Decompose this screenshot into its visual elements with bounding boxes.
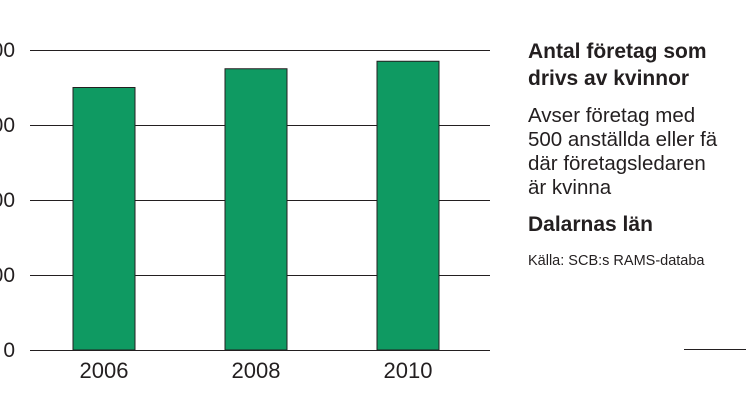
bar-2008: [224, 68, 288, 351]
x-tick-labels: 2006 2008 2010: [80, 358, 433, 383]
x-tick-label: 2008: [232, 358, 281, 383]
bar-2010: [376, 60, 440, 351]
y-tick-label: 00: [0, 39, 15, 62]
y-tick-label: 00: [0, 114, 15, 137]
bar-2006: [72, 87, 136, 351]
caption-description-line-2: 500 anställda eller fä: [528, 128, 718, 151]
caption-title: Antal företag som drivs av kvinnor: [528, 38, 746, 92]
caption-description-line-3: där företagsledaren: [528, 152, 706, 175]
caption-source: Källa: SCB:s RAMS-databa: [528, 253, 705, 269]
caption-description-line-4: är kvinna: [528, 176, 612, 199]
chart-caption: Antal företag som drivs av kvinnor Avser…: [528, 38, 746, 270]
x-tick-label: 2006: [80, 358, 129, 383]
y-tick-label: 00: [0, 189, 15, 212]
caption-divider: [684, 349, 746, 350]
caption-title-line-1: Antal företag som: [528, 40, 707, 63]
caption-region: Dalarnas län: [528, 213, 653, 236]
caption-title-line-2: drivs av kvinnor: [528, 67, 690, 90]
y-tick-label: 0: [3, 339, 15, 362]
caption-description-line-1: Avser företag med: [528, 104, 696, 127]
x-tick-label: 2010: [384, 358, 433, 383]
y-tick-labels: 000000000: [0, 39, 15, 362]
y-tick-label: 00: [0, 264, 15, 287]
bars: [72, 60, 440, 351]
caption-description: Avser företag med 500 anställda eller fä…: [528, 104, 746, 200]
